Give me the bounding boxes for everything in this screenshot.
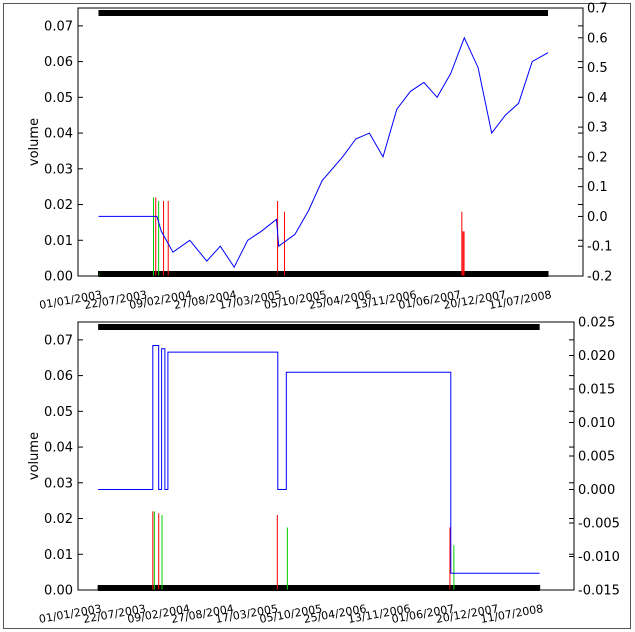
right-tick-label: -0.2 (587, 270, 612, 285)
price-series-line (98, 345, 540, 574)
left-tick-label: 0.04 (44, 127, 73, 142)
right-tick-label: 0.7 (587, 2, 608, 17)
right-tick-label: 0.010 (578, 416, 615, 431)
left-tick-label: 0.00 (44, 270, 73, 285)
right-tick-label: 0.005 (578, 450, 615, 465)
left-tick-label: 0.00 (44, 584, 73, 599)
left-tick-label: 0.07 (44, 333, 73, 348)
left-tick-label: 0.03 (44, 162, 73, 177)
left-tick-label: 0.01 (44, 234, 73, 249)
right-tick-label: 0.3 (587, 121, 608, 136)
left-tick-label: 0.05 (44, 405, 73, 420)
right-tick-label: 0.6 (587, 31, 608, 46)
right-tick-label: -0.005 (578, 517, 620, 532)
top-band (98, 324, 540, 330)
top-band (98, 10, 549, 16)
left-tick-label: 0.02 (44, 198, 73, 213)
right-tick-label: 0.025 (578, 316, 615, 331)
y-axis-label: volume (27, 432, 42, 480)
chart-2: 0.00 0.01 0.02 0.03 0.04 0.05 0.06 0.07 -0.015 -0… (27, 316, 620, 626)
right-tick-label: 0.020 (578, 349, 615, 364)
chart-1: 0.00 0.01 0.02 0.03 0.04 0.05 0.06 0.07 -0.2 -0.1… (27, 2, 612, 312)
right-tick-label: -0.015 (578, 584, 620, 599)
right-tick-label: 0.1 (587, 180, 608, 195)
left-tick-label: 0.06 (44, 55, 73, 70)
left-tick-label: 0.02 (44, 512, 73, 527)
right-tick-label: 0.015 (578, 383, 615, 398)
plot-area (77, 7, 584, 277)
right-tick-label: -0.010 (578, 550, 620, 565)
right-tick-label: -0.1 (587, 240, 612, 255)
right-tick-label: 0.5 (587, 61, 608, 76)
right-tick-label: 0.2 (587, 150, 608, 165)
left-tick-label: 0.01 (44, 548, 73, 563)
right-tick-label: 0.000 (578, 483, 615, 498)
right-tick-label: 0.4 (587, 91, 608, 106)
left-tick-label: 0.03 (44, 476, 73, 491)
left-tick-label: 0.07 (44, 19, 73, 34)
figure-frame (3, 3, 631, 629)
left-tick-label: 0.04 (44, 441, 73, 456)
right-tick-label: 0.0 (587, 210, 608, 225)
y-axis-label: volume (27, 118, 42, 166)
left-tick-label: 0.05 (44, 91, 73, 106)
left-tick-label: 0.06 (44, 369, 73, 384)
price-series-line (98, 36, 549, 269)
